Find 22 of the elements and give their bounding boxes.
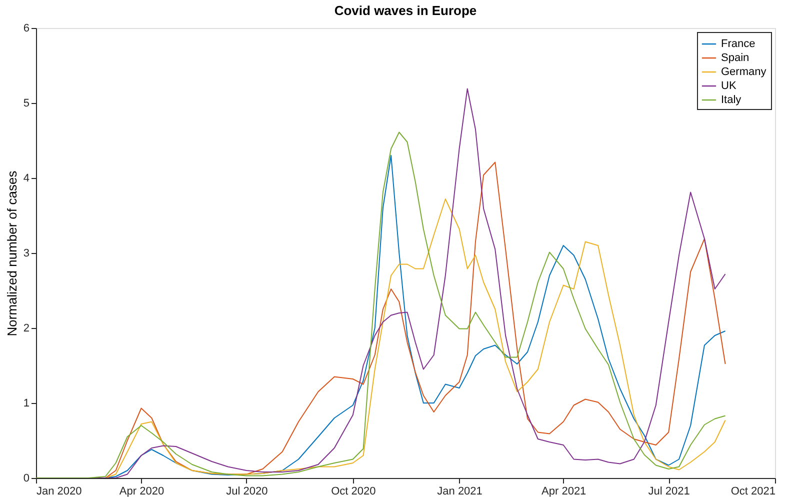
y-tick-label: 5 <box>23 98 30 110</box>
x-tick-label: Apr 2020 <box>119 486 164 497</box>
x-tick-label: Apr 2021 <box>542 486 586 497</box>
y-tick-label: 0 <box>23 472 30 484</box>
y-tick-label: 4 <box>23 172 30 184</box>
legend-label: Spain <box>721 52 750 64</box>
x-tick-label: Oct 2020 <box>331 486 376 497</box>
y-tick-label: 6 <box>23 22 30 34</box>
x-tick-label: Jan 2020 <box>36 486 82 497</box>
y-tick-label: 2 <box>23 322 30 334</box>
legend-label: Italy <box>721 94 742 106</box>
x-tick-label: Jul 2021 <box>648 486 690 497</box>
y-tick-label: 3 <box>23 248 30 260</box>
legend-label: UK <box>721 80 737 92</box>
x-tick-label: Oct 2021 <box>730 486 776 497</box>
y-axis-title: Normalized number of cases <box>4 170 20 336</box>
x-tick-label: Jan 2021 <box>437 486 482 497</box>
chart-title: Covid waves in Europe <box>334 3 477 18</box>
legend-label: Germany <box>721 66 767 78</box>
legend-label: France <box>721 38 756 50</box>
x-tick-label: Jul 2020 <box>226 486 268 497</box>
y-tick-label: 1 <box>23 398 30 410</box>
